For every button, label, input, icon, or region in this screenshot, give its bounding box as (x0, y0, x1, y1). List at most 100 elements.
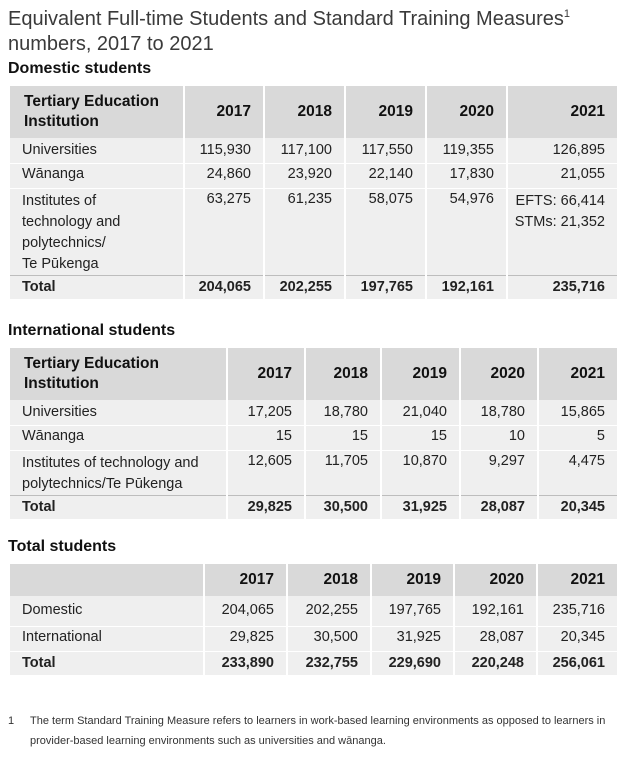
cell-value: 119,355 (425, 138, 508, 164)
total-row: Total 29,825 30,500 31,925 28,087 20,345 (8, 494, 619, 519)
total-value: 256,061 (536, 650, 619, 675)
domestic-header-label: Tertiary Education Institution (8, 86, 185, 138)
cell-value: 11,705 (304, 450, 382, 495)
total-value: 202,255 (263, 274, 346, 299)
domestic-year-2020: 2020 (425, 86, 508, 138)
row-label-line: polytechnics/Te Pūkenga (22, 475, 183, 492)
cell-value: 21,040 (380, 400, 461, 426)
cell-value: 5 (537, 425, 619, 451)
cell-value: 21,055 (506, 163, 619, 189)
table-row: Institutes of technology and polytechnic… (8, 188, 619, 275)
totals-year-2021: 2021 (536, 564, 619, 596)
total-label: Total (8, 650, 205, 675)
cell-value: 17,205 (226, 400, 306, 426)
international-year-2019: 2019 (380, 348, 461, 400)
total-value: 229,690 (370, 650, 455, 675)
cell-value-line: STMs: 21,352 (514, 213, 605, 230)
international-year-2020: 2020 (459, 348, 539, 400)
table-row: Universities 115,930 117,100 117,550 119… (8, 138, 619, 164)
total-value: 197,765 (344, 274, 427, 299)
cell-value: 115,930 (183, 138, 265, 164)
international-year-2018: 2018 (304, 348, 382, 400)
domestic-year-2017: 2017 (183, 86, 265, 138)
international-year-2017: 2017 (226, 348, 306, 400)
cell-value: 20,345 (536, 626, 619, 652)
row-label: Institutes of technology and polytechnic… (8, 188, 185, 275)
row-label-line: technology and (22, 213, 121, 230)
total-value: 29,825 (226, 494, 306, 519)
cell-value: 24,860 (183, 163, 265, 189)
cell-value: 18,780 (459, 400, 539, 426)
title-line-2: numbers, 2017 to 2021 (8, 33, 214, 55)
cell-value: 10 (459, 425, 539, 451)
cell-value: 17,830 (425, 163, 508, 189)
page-title: Equivalent Full-time Students and Standa… (8, 2, 608, 57)
cell-value: 197,765 (370, 596, 455, 627)
cell-value: 15,865 (537, 400, 619, 426)
total-value: 31,925 (380, 494, 461, 519)
domestic-heading: Domestic students (8, 60, 152, 77)
cell-value: 4,475 (537, 450, 619, 495)
cell-value: 10,870 (380, 450, 461, 495)
title-text: Equivalent Full-time Students and Standa… (8, 8, 564, 30)
total-value: 30,500 (304, 494, 382, 519)
totals-year-2019: 2019 (370, 564, 455, 596)
cell-value: 63,275 (183, 188, 265, 275)
cell-value: 117,550 (344, 138, 427, 164)
total-value: 28,087 (459, 494, 539, 519)
totals-heading: Total students (8, 538, 117, 555)
international-heading: International students (8, 322, 176, 339)
row-label-line: Institutes of technology and (22, 454, 199, 471)
table-row: International 29,825 30,500 31,925 28,08… (8, 626, 619, 652)
international-year-2021: 2021 (537, 348, 619, 400)
cell-value: 202,255 (286, 596, 372, 627)
footnote-number: 1 (8, 715, 15, 727)
totals-header-row: 2017 2018 2019 2020 2021 (8, 564, 619, 596)
table-row: Wānanga 24,860 23,920 22,140 17,830 21,0… (8, 163, 619, 189)
cell-value: 12,605 (226, 450, 306, 495)
domestic-year-2019: 2019 (344, 86, 427, 138)
total-label: Total (8, 274, 185, 299)
international-header-label: Tertiary Education Institution (8, 348, 228, 400)
row-label: Wānanga (8, 425, 228, 451)
totals-table: 2017 2018 2019 2020 2021 Domestic 204,06… (8, 564, 619, 675)
row-label-line: polytechnics/ (22, 234, 106, 251)
cell-value: 23,920 (263, 163, 346, 189)
total-value: 192,161 (425, 274, 508, 299)
cell-value: 31,925 (370, 626, 455, 652)
cell-value: 22,140 (344, 163, 427, 189)
domestic-year-2021: 2021 (506, 86, 619, 138)
cell-value: 30,500 (286, 626, 372, 652)
total-label: Total (8, 494, 228, 519)
total-value: 204,065 (183, 274, 265, 299)
cell-value: 58,075 (344, 188, 427, 275)
cell-value: 15 (304, 425, 382, 451)
row-label: International (8, 626, 205, 652)
row-label: Universities (8, 138, 185, 164)
totals-header-blank (8, 564, 205, 596)
row-label: Universities (8, 400, 228, 426)
domestic-table: Tertiary Education Institution 2017 2018… (8, 86, 619, 299)
total-row: Total 204,065 202,255 197,765 192,161 23… (8, 274, 619, 299)
total-value: 220,248 (453, 650, 538, 675)
totals-year-2017: 2017 (203, 564, 288, 596)
cell-value: 28,087 (453, 626, 538, 652)
row-label: Wānanga (8, 163, 185, 189)
total-value: 233,890 (203, 650, 288, 675)
cell-value: 18,780 (304, 400, 382, 426)
cell-value: 54,976 (425, 188, 508, 275)
table-row: Domestic 204,065 202,255 197,765 192,161… (8, 596, 619, 627)
row-label-line: Institutes of (22, 192, 97, 209)
cell-value: 61,235 (263, 188, 346, 275)
cell-value: 117,100 (263, 138, 346, 164)
cell-value: 204,065 (203, 596, 288, 627)
international-table: Tertiary Education Institution 2017 2018… (8, 348, 619, 519)
row-label: Domestic (8, 596, 205, 627)
total-value: 20,345 (537, 494, 619, 519)
cell-value: 235,716 (536, 596, 619, 627)
cell-value: EFTS: 66,414 STMs: 21,352 (506, 188, 619, 275)
cell-value: 126,895 (506, 138, 619, 164)
total-value: 232,755 (286, 650, 372, 675)
footnote-text: The term Standard Training Measure refer… (30, 715, 606, 747)
table-row: Universities 17,205 18,780 21,040 18,780… (8, 400, 619, 426)
